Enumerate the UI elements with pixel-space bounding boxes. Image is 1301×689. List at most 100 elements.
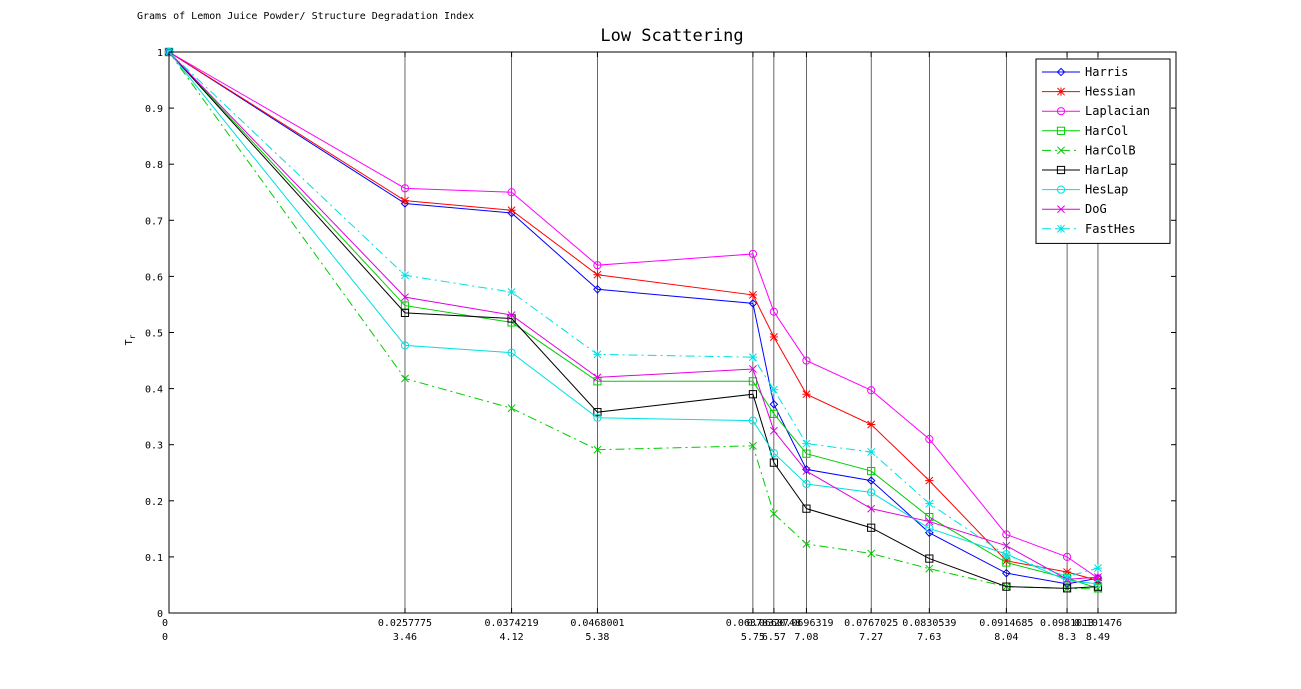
legend-label: HarColB <box>1085 143 1136 157</box>
x-tick-label-secondary: 7.27 <box>859 632 883 643</box>
data-point <box>507 288 516 297</box>
data-point <box>769 426 778 435</box>
x-tick-label-secondary: 8.49 <box>1086 632 1110 643</box>
data-point <box>1093 582 1103 591</box>
data-point <box>748 377 758 386</box>
data-point <box>925 499 934 508</box>
data-point <box>748 353 758 362</box>
data-point <box>867 549 876 558</box>
data-point <box>769 307 778 316</box>
legend-marker <box>1057 146 1065 155</box>
data-point <box>802 356 811 365</box>
data-point <box>925 554 934 563</box>
y-axis-label-main: T <box>124 339 135 345</box>
legend-marker <box>1057 205 1065 214</box>
legend-label: HarLap <box>1085 163 1128 177</box>
data-point <box>1002 568 1011 578</box>
legend-label: Laplacian <box>1085 104 1150 118</box>
data-point <box>1002 530 1011 539</box>
series-line <box>168 51 1099 589</box>
y-tick-label: 0.5 <box>145 329 163 340</box>
legend-marker <box>1056 224 1066 233</box>
data-point <box>593 350 602 359</box>
data-point <box>748 299 758 308</box>
data-point <box>593 445 602 454</box>
legend: Harris Hessian Laplacian HarCol HarColB HarLa… <box>1035 58 1171 244</box>
data-point <box>925 517 934 526</box>
legend-item: HesLap <box>1042 183 1128 197</box>
y-tick-label: 0.1 <box>145 553 163 564</box>
data-point <box>1094 573 1102 582</box>
series-fasthes <box>164 47 1103 581</box>
x-tick-label: 0.0767025 <box>844 618 898 629</box>
y-tick-label: 0.8 <box>145 160 163 171</box>
data-point <box>400 184 410 193</box>
data-point <box>748 416 758 425</box>
legend-item: HarCol <box>1042 124 1128 138</box>
legend-item: HarColB <box>1042 143 1136 157</box>
x-tick-label-secondary: 0 <box>162 632 168 643</box>
legend-marker <box>1056 185 1066 194</box>
legend-label: Hessian <box>1085 85 1136 99</box>
y-tick-label: 1 <box>157 48 163 59</box>
data-point <box>507 206 516 215</box>
y-tick-label: 0.4 <box>145 385 163 396</box>
x-tick-label: 0 <box>162 618 168 629</box>
x-tick-label-secondary: 3.46 <box>393 632 417 643</box>
data-point <box>748 365 757 373</box>
data-point <box>802 467 811 476</box>
data-point <box>400 341 410 350</box>
data-point <box>867 447 876 457</box>
x-tick-label-secondary: 5.38 <box>585 632 609 643</box>
x-tick-label: 0.0660748 <box>747 618 801 629</box>
data-point <box>593 408 602 417</box>
y-tick-label: 0.6 <box>145 272 163 283</box>
data-point <box>507 311 516 320</box>
data-point <box>866 476 876 485</box>
x-tick-label: 0.0830539 <box>902 618 956 629</box>
plot-area <box>168 51 1177 614</box>
legend-label: HesLap <box>1085 183 1128 197</box>
data-point <box>507 404 516 413</box>
data-point <box>748 290 758 300</box>
y-tick-label: 0 <box>157 609 163 620</box>
y-tick-label: 0.2 <box>145 497 163 508</box>
series-hessian <box>164 47 1103 585</box>
legend-marker <box>1056 165 1066 175</box>
series-line <box>168 51 1099 581</box>
data-point <box>925 434 934 444</box>
series-line <box>168 51 1099 585</box>
series-line <box>168 51 1098 589</box>
x-tick-label: 0.0257775 <box>378 618 432 629</box>
data-point <box>802 479 811 489</box>
data-point <box>593 261 602 270</box>
data-point <box>769 409 778 418</box>
legend-marker <box>1056 67 1066 77</box>
data-point <box>867 504 876 513</box>
series-harcol <box>164 47 1103 593</box>
series-line <box>168 51 1099 579</box>
data-point <box>1062 552 1072 562</box>
legend-item: Harris <box>1042 65 1128 79</box>
x-tick-label-secondary: 8.3 <box>1058 632 1076 643</box>
data-point <box>1062 584 1072 593</box>
x-tick-label: 0.0914685 <box>979 618 1033 629</box>
data-point <box>1093 564 1103 573</box>
data-point <box>593 284 602 294</box>
series-laplacian <box>164 47 1103 583</box>
x-tick-label: 0.0696319 <box>779 618 833 629</box>
top-left-label: Grams of Lemon Juice Powder/ Structure D… <box>137 11 474 22</box>
data-point <box>593 270 602 279</box>
data-point <box>1002 551 1011 560</box>
data-point <box>925 476 934 485</box>
data-point <box>769 385 778 394</box>
y-tick-label: 0.7 <box>145 216 163 227</box>
x-tick-label-secondary: 7.08 <box>794 632 818 643</box>
y-tick-label: 0.9 <box>145 104 163 115</box>
legend-item: HarLap <box>1042 163 1128 177</box>
data-point <box>400 199 410 208</box>
data-point <box>867 488 876 497</box>
legend-item: Laplacian <box>1042 104 1150 118</box>
y-axis-label-sub: r <box>128 334 137 339</box>
